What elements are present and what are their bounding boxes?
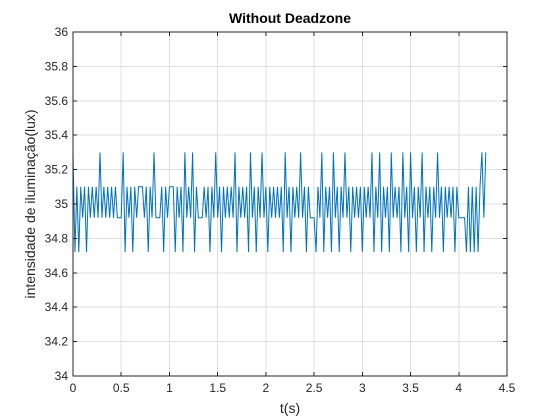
y-tick-label-10: 36 — [55, 25, 69, 39]
y-tick-label-2: 34.4 — [45, 300, 69, 314]
y-tick-label-0: 34 — [55, 369, 69, 383]
chart-title: Without Deadzone — [229, 10, 351, 26]
y-tick-label-6: 35.2 — [45, 163, 69, 177]
x-axis-label: t(s) — [280, 400, 300, 416]
x-tick-label-0: 0 — [70, 381, 77, 395]
x-tick-label-3: 1.5 — [209, 381, 226, 395]
y-tick-label-7: 35.4 — [45, 128, 69, 142]
x-tick-label-2: 1 — [166, 381, 173, 395]
x-tick-label-5: 2.5 — [306, 381, 323, 395]
y-tick-label-4: 34.8 — [45, 231, 69, 245]
series-layer — [72, 152, 487, 253]
y-tick-label-5: 35 — [55, 197, 69, 211]
grid-lines — [73, 32, 507, 376]
y-tick-label-8: 35.6 — [45, 94, 69, 108]
x-tick-labels: 0 0.5 1 1.5 2 2.5 3 3.5 4 4.5 — [70, 381, 516, 395]
x-tick-label-8: 4 — [455, 381, 462, 395]
y-axis-label: intensidade de iluminação(lux) — [22, 109, 38, 298]
y-tick-label-3: 34.6 — [45, 266, 69, 280]
series-line-0 — [72, 152, 487, 253]
x-tick-label-6: 3 — [359, 381, 366, 395]
x-tick-label-9: 4.5 — [499, 381, 516, 395]
y-tick-label-9: 35.8 — [45, 59, 69, 73]
x-tick-label-7: 3.5 — [402, 381, 419, 395]
x-tick-label-4: 2 — [263, 381, 270, 395]
tick-marks — [72, 31, 508, 377]
y-tick-label-1: 34.2 — [45, 335, 69, 349]
y-tick-labels: 34 34.2 34.4 34.6 34.8 35 35.2 35.4 35.6 35.8 36 — [45, 25, 69, 383]
x-tick-label-1: 0.5 — [113, 381, 130, 395]
